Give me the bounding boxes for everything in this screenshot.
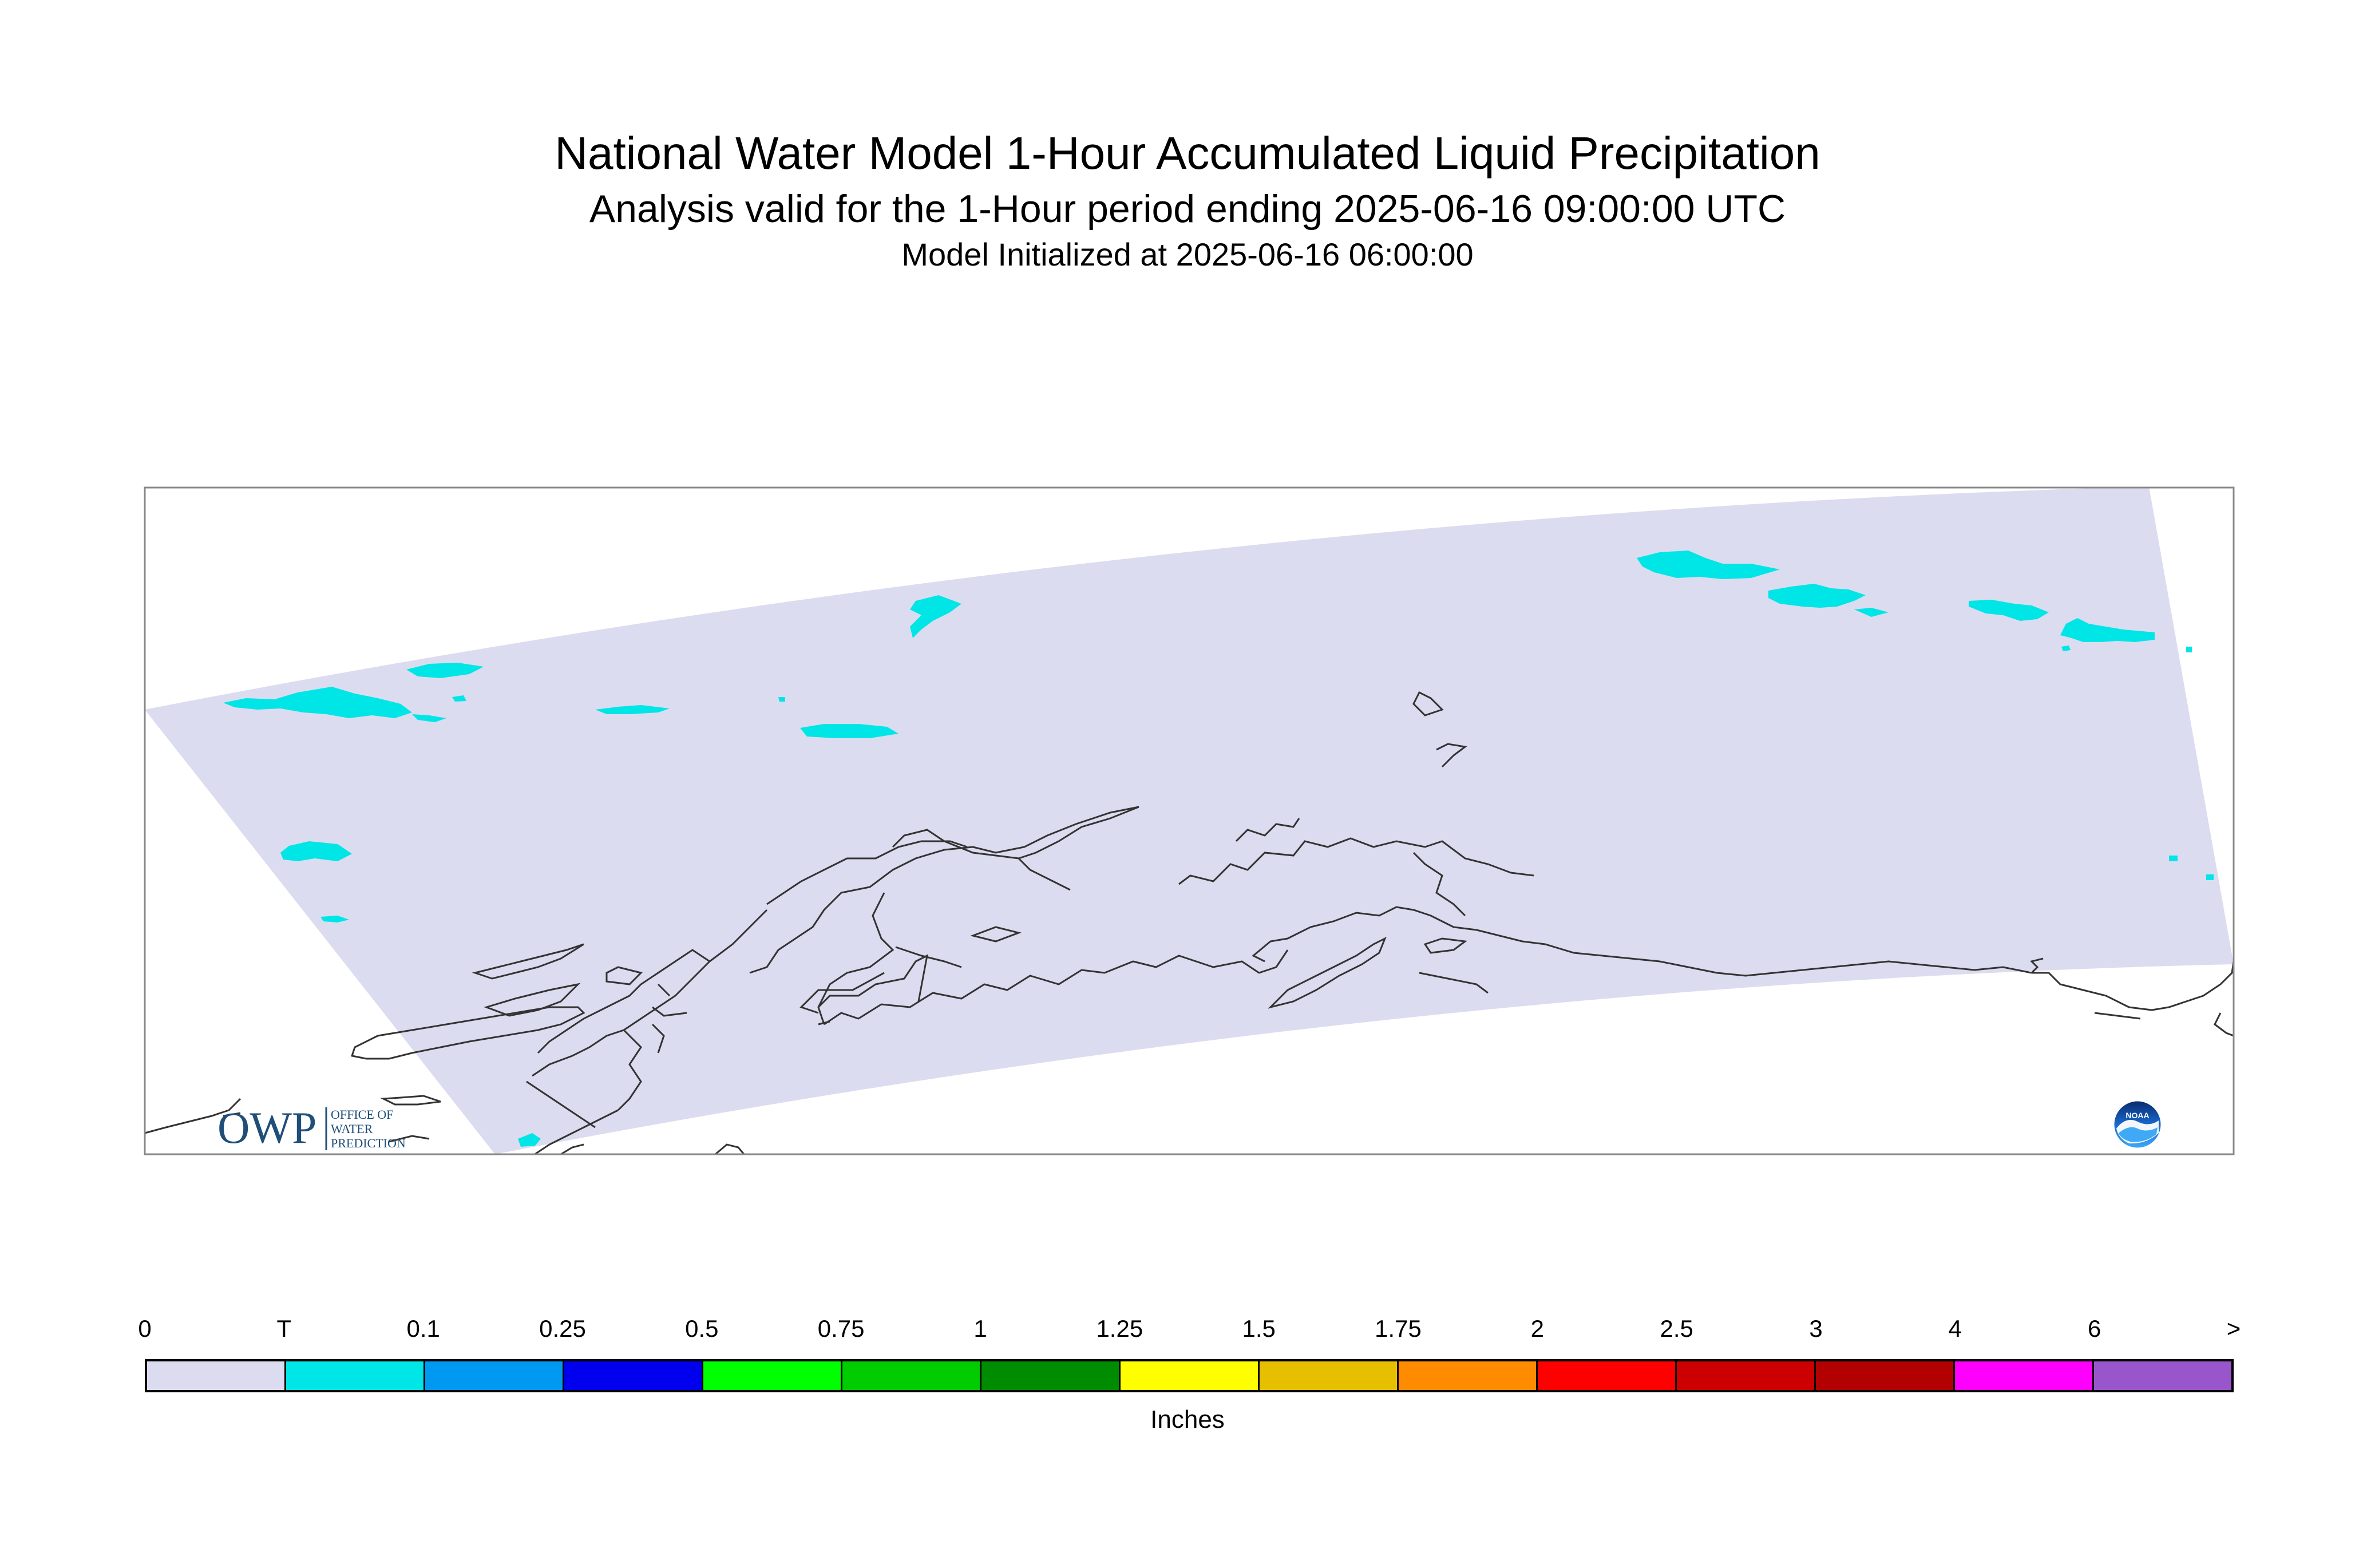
legend-swatch [842, 1361, 981, 1390]
legend-swatch [703, 1361, 842, 1390]
owp-logo: OWP OFFICE OF WATER PREDICTION [217, 1103, 406, 1153]
legend-tick-label: 4 [1948, 1315, 1962, 1342]
legend-units-label: Inches [1150, 1405, 1225, 1434]
map-subtitle: Analysis valid for the 1-Hour period end… [589, 187, 1786, 231]
map-frame [144, 486, 2235, 1155]
legend-swatch [1538, 1361, 1677, 1390]
legend-tick-label: > [2226, 1315, 2241, 1342]
legend-swatch [1955, 1361, 2094, 1390]
legend-swatch [1260, 1361, 1399, 1390]
precipitation-areas [223, 551, 2214, 1147]
owp-logo-line-1: OFFICE OF [331, 1107, 393, 1122]
legend-swatch [564, 1361, 703, 1390]
legend-swatch [425, 1361, 564, 1390]
legend-tick-label: T [276, 1315, 292, 1342]
legend-swatch [147, 1361, 286, 1390]
legend-swatch [1121, 1361, 1260, 1390]
legend-tick-label: 0.5 [685, 1315, 719, 1342]
legend-tick-label: 0 [138, 1315, 152, 1342]
legend-swatch [981, 1361, 1121, 1390]
legend-swatch [1816, 1361, 1955, 1390]
legend-tick-label: 0.1 [406, 1315, 440, 1342]
legend-tick-label: 2 [1530, 1315, 1545, 1342]
legend-tick-label: 1.75 [1375, 1315, 1422, 1342]
map-title: National Water Model 1-Hour Accumulated … [555, 128, 1820, 179]
owp-logo-line-3: PREDICTION [331, 1136, 406, 1150]
noaa-logo-text: NOAA [2125, 1111, 2149, 1120]
owp-logo-mark: OWP [217, 1103, 316, 1153]
legend-swatch [2094, 1361, 2231, 1390]
legend-swatch [1399, 1361, 1538, 1390]
legend-swatch [286, 1361, 425, 1390]
legend-tick-label: 2.5 [1660, 1315, 1693, 1342]
legend-tick-label: 0.25 [539, 1315, 586, 1342]
legend-swatch [1677, 1361, 1816, 1390]
precipitation-legend-colorbar [145, 1359, 2234, 1392]
legend-tick-label: 1.5 [1242, 1315, 1276, 1342]
coastline-outlines [145, 691, 2234, 1154]
legend-tick-label: 0.75 [817, 1315, 865, 1342]
legend-tick-label: 3 [1809, 1315, 1823, 1342]
owp-logo-line-2: WATER [331, 1122, 373, 1136]
legend-tick-label: 1 [973, 1315, 987, 1342]
legend-tick-label: 6 [2087, 1315, 2101, 1342]
noaa-logo-icon: NOAA [2112, 1099, 2163, 1150]
model-domain-area [145, 488, 2234, 1154]
legend-tick-label: 1.25 [1096, 1315, 1143, 1342]
model-init-time: Model Initialized at 2025-06-16 06:00:00 [901, 236, 1474, 272]
